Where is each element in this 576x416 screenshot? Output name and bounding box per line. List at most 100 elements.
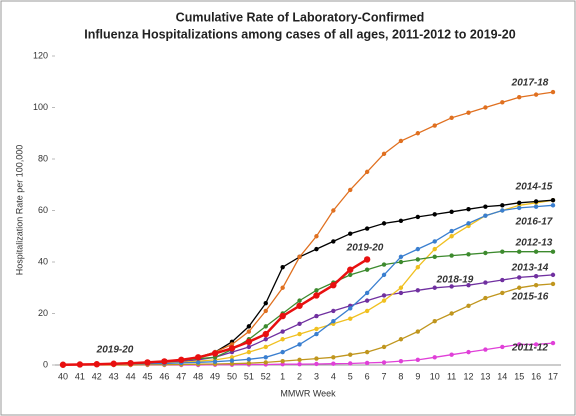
point [364,298,370,303]
point [466,349,471,355]
point [297,298,302,303]
x-tick-label: 3 [314,371,319,381]
point [246,324,252,329]
x-tick-label: 47 [176,371,186,381]
point [415,288,421,293]
point [381,344,387,350]
point [110,360,117,367]
point [533,204,539,209]
y-tick-label: 120 [33,50,48,60]
point [432,212,437,217]
x-tick-label: 9 [415,371,420,381]
point [466,110,471,115]
point [178,356,185,364]
point [381,360,387,365]
point [432,254,437,260]
point [280,349,285,355]
series-line [63,283,554,366]
x-tick-label: 44 [126,371,136,381]
point [348,352,353,357]
point [161,358,168,365]
point [331,308,336,314]
series-label: 2013-14 [511,263,549,274]
point [263,308,268,314]
point [314,313,319,319]
series-label: 2015-16 [511,292,549,303]
point [533,92,539,97]
x-axis-label: MMWR Week [280,388,336,398]
x-tick-label: 51 [244,371,254,381]
point [263,355,268,360]
point [212,359,218,364]
point [348,316,353,321]
series-label: 2016-17 [515,217,553,228]
x-tick-label: 17 [548,371,558,381]
point [415,131,421,136]
point [432,239,437,244]
point [500,277,505,283]
point [297,362,302,367]
y-tick-label: 80 [38,153,48,163]
x-tick-label: 50 [227,371,237,381]
point [348,272,353,278]
point [550,198,556,203]
point [500,249,505,254]
point [314,326,319,332]
point [364,308,370,314]
point [297,321,302,326]
x-tick-label: 8 [398,371,403,381]
point [517,95,522,100]
point [550,89,556,95]
point [381,298,387,303]
point [314,234,319,239]
x-tick-label: 4 [331,371,336,381]
x-tick-label: 14 [497,371,507,381]
x-tick-label: 6 [365,371,370,381]
chart-title: Cumulative Rate of Laboratory-Confirmed [176,10,425,24]
point [280,329,285,334]
point [347,266,354,273]
x-tick-label: 15 [514,371,524,381]
chart-title: Influenza Hospitalizations among cases o… [84,27,515,41]
point [348,306,353,311]
point [246,349,252,355]
point [415,246,421,252]
point [280,362,285,367]
point [263,337,268,342]
point [263,344,268,350]
series-label: 2011-12 [511,343,548,354]
point [432,355,437,360]
point [517,249,522,254]
point [533,273,539,279]
x-tick-label: 49 [210,371,220,381]
x-tick-label: 48 [193,371,203,381]
point [517,275,522,280]
point [331,319,336,324]
point [313,292,320,299]
point [533,249,539,254]
point [314,288,319,293]
point [517,285,522,290]
point [246,357,252,362]
point [381,272,387,278]
annotation: 2019-20 [96,345,134,356]
point [297,254,302,260]
point [517,205,522,211]
x-tick-label: 16 [531,371,541,381]
point [348,187,353,193]
point [280,337,285,342]
y-axis-label: Hospitalization Rate per 100,000 [14,145,24,276]
point [398,259,404,265]
point [483,204,488,209]
point [398,290,404,296]
point [194,354,202,361]
x-tick-label: 7 [382,371,387,381]
point [449,284,454,289]
point [500,344,505,350]
point [93,361,100,368]
x-tick-label: 13 [480,371,490,381]
point [364,169,370,175]
point [229,361,235,366]
point [331,208,336,213]
